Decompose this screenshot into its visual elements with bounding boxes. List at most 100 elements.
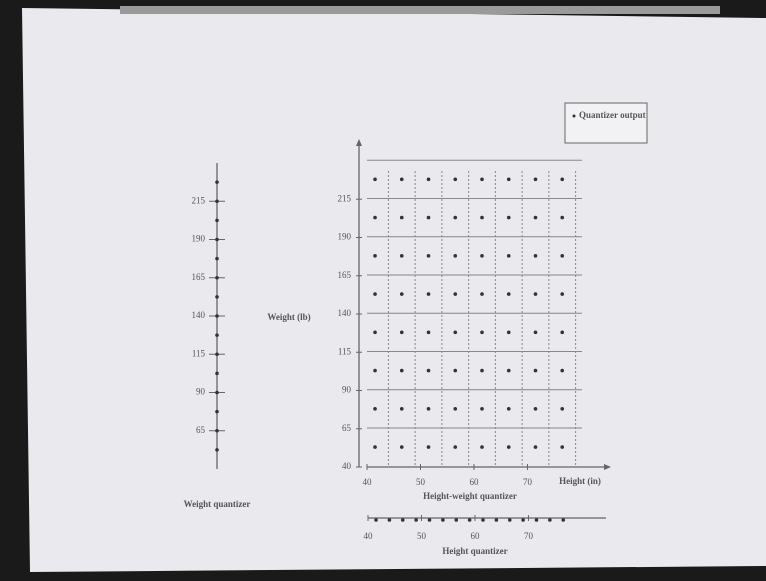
- point: [215, 295, 219, 299]
- point: [480, 254, 484, 258]
- point: [215, 238, 219, 242]
- point: [534, 216, 538, 220]
- y-tick-label: 165: [338, 270, 352, 280]
- point: [560, 331, 564, 335]
- point: [427, 369, 431, 373]
- point: [480, 369, 484, 373]
- y-tick-label: 215: [192, 195, 206, 205]
- point: [373, 292, 377, 296]
- point: [215, 257, 219, 261]
- paper-edge: [120, 6, 720, 14]
- point: [388, 518, 392, 522]
- point: [507, 445, 511, 449]
- point: [507, 331, 511, 335]
- point: [400, 178, 404, 182]
- chart-title: Height quantizer: [442, 546, 507, 556]
- point: [215, 372, 219, 376]
- point: [400, 216, 404, 220]
- point: [560, 216, 564, 220]
- y-tick-label: 140: [192, 310, 206, 320]
- point: [427, 292, 431, 296]
- point: [215, 429, 219, 433]
- point: [453, 331, 457, 335]
- point: [401, 518, 405, 522]
- point: [561, 518, 565, 522]
- point: [215, 180, 219, 184]
- point: [534, 407, 538, 411]
- x-tick-label: 60: [469, 477, 479, 487]
- point: [428, 518, 432, 522]
- point: [453, 216, 457, 220]
- y-tick-label: 190: [338, 232, 352, 242]
- point: [521, 518, 525, 522]
- point: [215, 410, 219, 414]
- y-tick-label: 90: [342, 385, 352, 395]
- point: [373, 331, 377, 335]
- point: [480, 292, 484, 296]
- point: [468, 518, 472, 522]
- legend-label: Quantizer output: [579, 110, 646, 120]
- point: [215, 199, 219, 203]
- point: [507, 407, 511, 411]
- y-tick-label: 215: [338, 193, 352, 203]
- page: {"chart_data": [ {"type": "scatter", "ti…: [0, 0, 766, 581]
- point: [534, 254, 538, 258]
- point: [453, 178, 457, 182]
- point: [400, 369, 404, 373]
- point: [373, 178, 377, 182]
- point: [427, 331, 431, 335]
- point: [534, 178, 538, 182]
- point: [560, 369, 564, 373]
- point: [507, 178, 511, 182]
- y-axis-label: Weight (lb): [267, 312, 310, 322]
- point: [560, 407, 564, 411]
- point: [507, 254, 511, 258]
- point: [480, 445, 484, 449]
- point: [480, 178, 484, 182]
- point: [215, 314, 219, 318]
- point: [560, 254, 564, 258]
- point: [534, 292, 538, 296]
- point: [453, 369, 457, 373]
- point: [215, 276, 219, 280]
- y-tick-label: 65: [342, 423, 352, 433]
- legend-box: [565, 103, 647, 143]
- point: [373, 445, 377, 449]
- point: [215, 391, 219, 395]
- point: [400, 331, 404, 335]
- y-tick-label: 40: [342, 461, 352, 471]
- point: [560, 292, 564, 296]
- point: [495, 518, 499, 522]
- point: [453, 254, 457, 258]
- point: [441, 518, 445, 522]
- point: [374, 518, 378, 522]
- point: [215, 219, 219, 223]
- point: [507, 369, 511, 373]
- point: [507, 216, 511, 220]
- y-tick-label: 165: [192, 272, 206, 282]
- y-tick-label: 115: [192, 348, 206, 358]
- point: [373, 369, 377, 373]
- point: [215, 448, 219, 452]
- point: [534, 331, 538, 335]
- y-tick-label: 115: [338, 346, 352, 356]
- point: [215, 333, 219, 337]
- point: [400, 254, 404, 258]
- point: [427, 178, 431, 182]
- point: [373, 407, 377, 411]
- point: [414, 518, 418, 522]
- point: [560, 178, 564, 182]
- x-tick-label: 70: [523, 477, 533, 487]
- point: [508, 518, 512, 522]
- point: [427, 407, 431, 411]
- y-tick-label: 90: [196, 387, 206, 397]
- point: [453, 292, 457, 296]
- point: [215, 352, 219, 356]
- x-axis-label: Height (in): [559, 476, 601, 486]
- point: [480, 216, 484, 220]
- point: [373, 254, 377, 258]
- chart-title: Weight quantizer: [184, 499, 251, 509]
- y-tick-label: 65: [196, 425, 206, 435]
- point: [400, 445, 404, 449]
- point: [535, 518, 539, 522]
